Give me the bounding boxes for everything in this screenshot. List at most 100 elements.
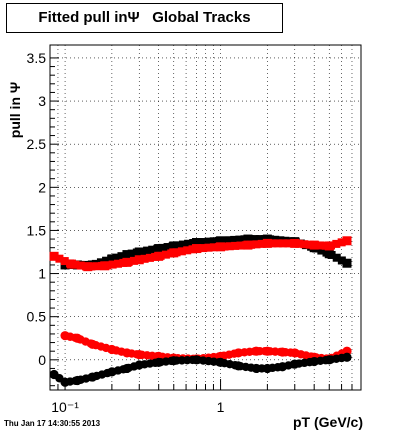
data-point <box>191 355 202 365</box>
data-point <box>134 255 144 265</box>
data-point <box>255 235 264 244</box>
data-point <box>199 238 208 247</box>
data-point <box>191 238 201 248</box>
data-point <box>233 361 243 371</box>
data-point <box>309 240 319 250</box>
data-point <box>191 244 201 254</box>
y-axis-label: pull in Ψ <box>7 82 23 138</box>
data-point <box>49 369 59 380</box>
x-tick-label: 1 <box>217 399 225 415</box>
data-point <box>324 355 334 365</box>
data-point <box>184 239 193 248</box>
x-axis-label: pT (GeV/c) <box>293 414 363 430</box>
data-point <box>231 241 240 250</box>
data-point <box>342 258 352 268</box>
data-point <box>324 249 334 259</box>
data-point <box>145 253 154 262</box>
data-point <box>72 333 82 343</box>
data-point <box>72 375 82 386</box>
data-point <box>178 240 187 249</box>
x-tick-label: 10⁻¹ <box>51 399 79 415</box>
y-tick-label: 3.5 <box>27 50 47 66</box>
data-point <box>177 247 186 256</box>
y-tick-label: 0.5 <box>27 309 47 325</box>
data-point <box>235 235 244 244</box>
data-point <box>225 236 234 245</box>
data-point <box>236 241 245 250</box>
data-point <box>332 239 341 248</box>
data-point <box>169 356 179 366</box>
data-point <box>55 254 64 263</box>
data-point <box>215 357 226 367</box>
data-point <box>204 243 213 252</box>
data-point <box>183 246 192 255</box>
data-point <box>243 234 253 244</box>
data-point <box>262 238 272 248</box>
data-point <box>284 239 293 248</box>
data-point <box>122 250 132 260</box>
data-point <box>76 261 85 270</box>
series-3 <box>49 352 352 387</box>
data-point <box>169 248 179 258</box>
data-point <box>250 235 259 244</box>
data-point <box>216 236 226 246</box>
data-point <box>199 244 208 253</box>
data-point <box>268 239 277 248</box>
data-point <box>107 367 117 377</box>
data-point <box>122 363 132 374</box>
data-point <box>290 348 300 358</box>
data-point <box>251 363 262 374</box>
data-point <box>60 257 69 266</box>
data-point <box>87 372 98 382</box>
data-point <box>252 240 261 249</box>
data-point <box>143 246 152 255</box>
data-point <box>209 237 218 246</box>
y-tick-label: 3 <box>38 93 46 109</box>
data-point <box>316 241 325 250</box>
data-point <box>169 241 179 251</box>
data-point <box>154 251 164 261</box>
data-point <box>122 257 132 267</box>
data-point <box>127 249 136 258</box>
data-point <box>100 261 110 271</box>
data-point <box>225 242 234 251</box>
data-point <box>216 242 226 252</box>
data-point <box>309 356 319 367</box>
data-point <box>332 253 341 262</box>
data-point <box>92 262 101 271</box>
data-point <box>134 247 144 257</box>
data-point <box>277 362 288 372</box>
chart-title: Fitted pull inΨ Global Tracks <box>38 9 251 26</box>
data-point <box>107 254 117 264</box>
y-tick-label: 2 <box>38 179 46 195</box>
data-point <box>161 250 170 259</box>
data-point <box>337 256 346 265</box>
y-tick-label: 0 <box>38 352 46 368</box>
data-point <box>342 236 352 246</box>
timestamp: Thu Jan 17 14:30:55 2013 <box>4 419 101 428</box>
data-point <box>60 331 70 341</box>
chart-title-box: Fitted pull inΨ Global Tracks <box>6 3 283 33</box>
data-point <box>277 347 288 357</box>
data-point <box>148 245 157 254</box>
data-point <box>300 240 309 249</box>
axis-ticks <box>49 57 362 390</box>
data-point <box>257 239 266 248</box>
data-point <box>233 348 243 358</box>
y-tick-label: 2.5 <box>27 136 47 152</box>
data-point <box>290 359 300 369</box>
data-point <box>154 357 164 367</box>
data-point <box>134 360 144 370</box>
data-point <box>108 260 117 269</box>
data-point <box>122 348 132 358</box>
data-point <box>163 243 172 252</box>
data-point <box>273 239 282 248</box>
data-point <box>134 350 144 360</box>
data-point <box>279 239 288 248</box>
data-point <box>154 244 164 254</box>
series-1 <box>49 236 352 272</box>
data-point <box>140 254 149 263</box>
grid <box>49 45 362 390</box>
data-point <box>107 344 117 355</box>
